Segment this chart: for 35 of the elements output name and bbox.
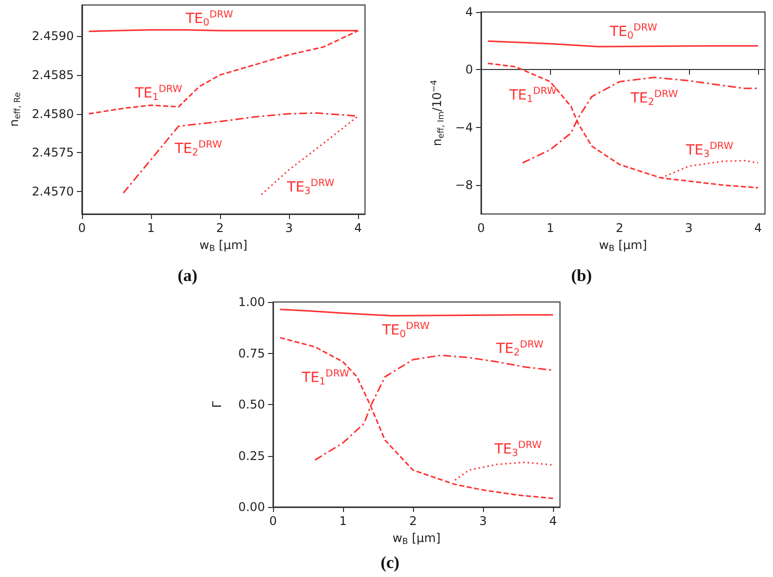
y-tick-label: 2.4570 bbox=[32, 184, 74, 198]
y-tick-label: 0.00 bbox=[238, 500, 265, 514]
y-tick-label: 0.25 bbox=[238, 448, 265, 463]
x-tick-label: 4 bbox=[549, 514, 557, 528]
y-tick-label: −4 bbox=[455, 120, 473, 134]
text: (a) bbox=[178, 266, 198, 285]
y-tick-label: 0.50 bbox=[238, 398, 265, 412]
y-tick-label: 0.75 bbox=[238, 346, 265, 360]
y-tick-label: 1.00 bbox=[238, 295, 265, 309]
y-tick-label: −8 bbox=[455, 178, 473, 192]
y-tick-label: 2.4575 bbox=[32, 146, 74, 160]
x-tick-label: 1 bbox=[546, 221, 554, 235]
x-tick-label: 3 bbox=[684, 221, 693, 235]
x-tick-label: 0 bbox=[78, 221, 86, 235]
y-axis-title: Γ bbox=[210, 400, 224, 408]
y-tick-label: 2.4590 bbox=[32, 29, 74, 44]
x-tick-label: 1 bbox=[339, 514, 347, 528]
y-tick-label: 2.4585 bbox=[32, 68, 74, 82]
x-tick-label: 1 bbox=[147, 221, 155, 235]
x-tick-label: 3 bbox=[285, 221, 293, 235]
y-tick-label: 4 bbox=[465, 5, 473, 19]
x-tick-label: 3 bbox=[479, 514, 487, 528]
x-tick-label: 4 bbox=[754, 221, 762, 235]
text: (c) bbox=[380, 553, 400, 572]
y-axis-title: neff, Re bbox=[7, 92, 22, 127]
x-tick-label: 0 bbox=[269, 514, 277, 528]
x-tick-label: 2 bbox=[216, 221, 224, 235]
x-tick-label: 0 bbox=[477, 221, 485, 235]
x-tick-label: 2 bbox=[409, 514, 417, 528]
y-tick-label: 2.4580 bbox=[32, 106, 74, 121]
text: (b) bbox=[571, 266, 592, 285]
y-tick-label: 0 bbox=[465, 62, 473, 77]
x-tick-label: 2 bbox=[616, 221, 624, 235]
x-tick-label: 4 bbox=[354, 221, 362, 235]
y-axis-title: neff, Im/10−4 bbox=[428, 80, 446, 146]
